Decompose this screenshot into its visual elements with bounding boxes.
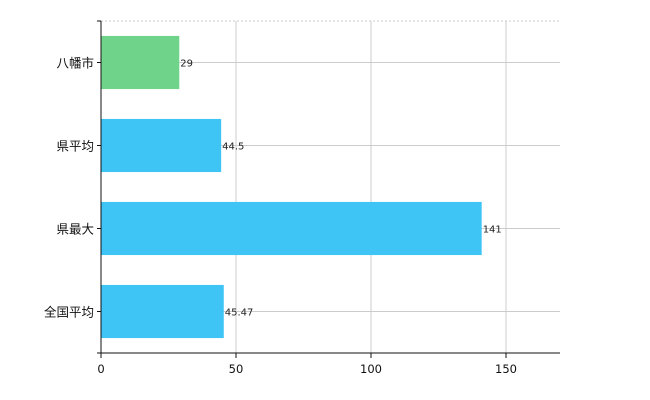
category-label: 全国平均: [44, 305, 94, 320]
bar: [101, 201, 482, 256]
x-tick-label: 150: [495, 362, 517, 376]
category-label: 県最大: [56, 222, 94, 237]
x-tick-label: 50: [229, 362, 244, 376]
data-label: 45.47: [225, 308, 254, 319]
x-tick-label: 100: [360, 362, 382, 376]
category-label: 県平均: [56, 139, 94, 154]
bar: [101, 35, 180, 90]
category-label: 八幡市: [56, 56, 94, 71]
data-label: 141: [483, 225, 502, 236]
x-tick-label: 0: [97, 362, 104, 376]
bar: [101, 118, 222, 173]
data-label: 44.5: [222, 142, 244, 153]
bar: [101, 284, 224, 339]
data-label: 29: [180, 59, 193, 70]
